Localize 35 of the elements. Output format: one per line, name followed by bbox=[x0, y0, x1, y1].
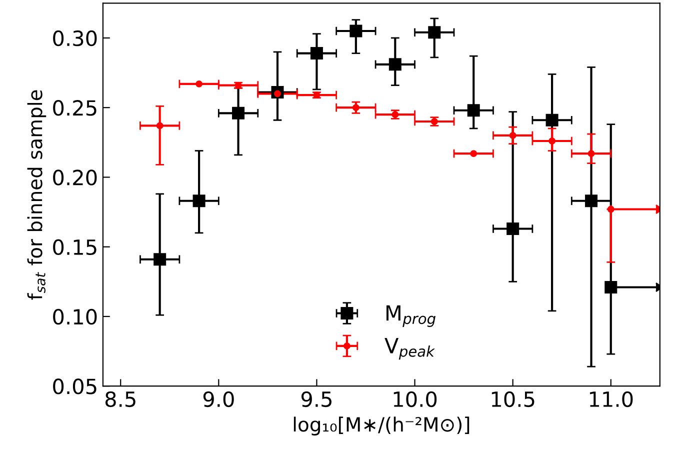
point bbox=[546, 114, 558, 126]
y-tick-label: 0.15 bbox=[53, 239, 96, 256]
x-tick-label: 8.5 bbox=[105, 391, 136, 408]
x-axis-title: log₁₀[M∗/(h⁻²M⊙)] bbox=[294, 416, 470, 436]
x-tick-label: 10.5 bbox=[492, 391, 534, 408]
point bbox=[467, 104, 480, 117]
y-tick-label: 0.05 bbox=[53, 378, 96, 394]
x-tick-label: 9.0 bbox=[203, 391, 234, 408]
point bbox=[192, 194, 206, 208]
point bbox=[196, 80, 203, 88]
x-tick-label: 9.5 bbox=[301, 391, 332, 408]
legend-label: M$_{prog}$ bbox=[386, 305, 436, 327]
point bbox=[506, 222, 520, 235]
x-tick-label: 11.0 bbox=[590, 391, 633, 408]
y-tick-label: 0.25 bbox=[53, 100, 96, 116]
point bbox=[585, 194, 598, 208]
point bbox=[604, 280, 618, 294]
point bbox=[352, 104, 360, 112]
point bbox=[232, 106, 245, 120]
point bbox=[588, 150, 595, 158]
legend-label: V$_{peak}$ bbox=[384, 338, 435, 360]
point bbox=[156, 122, 164, 130]
y-axis-title: f$_{sat}$ for binned sample bbox=[27, 90, 46, 300]
point bbox=[509, 132, 516, 139]
point bbox=[388, 58, 402, 71]
point bbox=[548, 138, 556, 144]
point bbox=[350, 24, 362, 38]
y-tick-label: 0.20 bbox=[53, 170, 97, 186]
y-tick-label: 0.10 bbox=[53, 308, 97, 325]
point bbox=[154, 253, 166, 266]
y-tick-label: 0.30 bbox=[53, 30, 97, 46]
point bbox=[470, 150, 478, 158]
point bbox=[310, 47, 323, 60]
point bbox=[428, 26, 441, 39]
x-tick-label: 10.0 bbox=[394, 391, 437, 408]
